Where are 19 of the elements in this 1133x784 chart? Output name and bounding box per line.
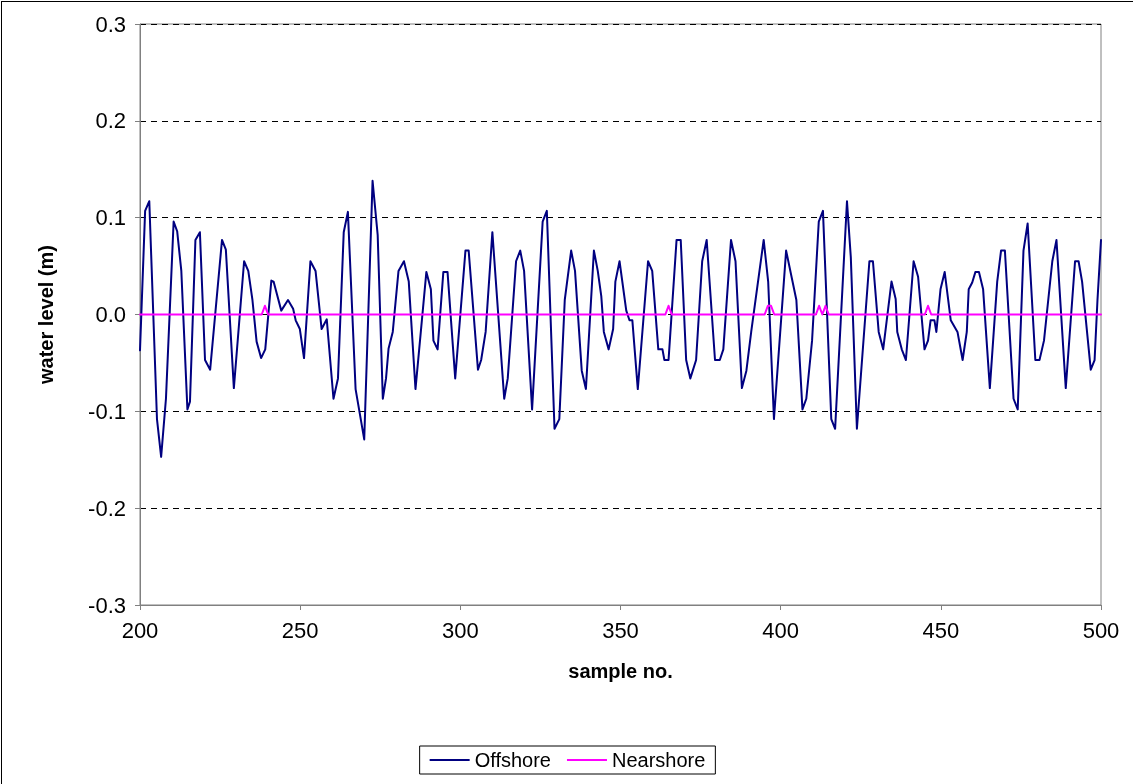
x-tick-label: 500 bbox=[1082, 617, 1120, 643]
line-series bbox=[139, 179, 1102, 458]
y-tick-label: 0.2 bbox=[95, 108, 126, 134]
y-axis-title: water level (m) bbox=[35, 245, 57, 385]
y-tick-label: -0.3 bbox=[88, 592, 126, 618]
x-tick-label: 250 bbox=[281, 617, 319, 643]
y-tick-label: 0.1 bbox=[95, 205, 126, 231]
x-axis-title: sample no. bbox=[568, 660, 673, 682]
y-tick-label: -0.2 bbox=[88, 495, 126, 521]
y-tick-label: 0.3 bbox=[95, 11, 126, 37]
legend-label: Nearshore bbox=[611, 749, 706, 771]
x-tick-label: 450 bbox=[922, 617, 960, 643]
x-tick-label: 350 bbox=[602, 617, 639, 643]
y-tick-label: -0.1 bbox=[88, 398, 126, 424]
y-tick-label: 0.0 bbox=[95, 302, 126, 327]
x-tick-label: 200 bbox=[121, 617, 159, 643]
x-tick-label: 400 bbox=[762, 617, 800, 643]
legend-label: Offshore bbox=[474, 749, 551, 771]
x-tick-label: 300 bbox=[441, 617, 479, 643]
